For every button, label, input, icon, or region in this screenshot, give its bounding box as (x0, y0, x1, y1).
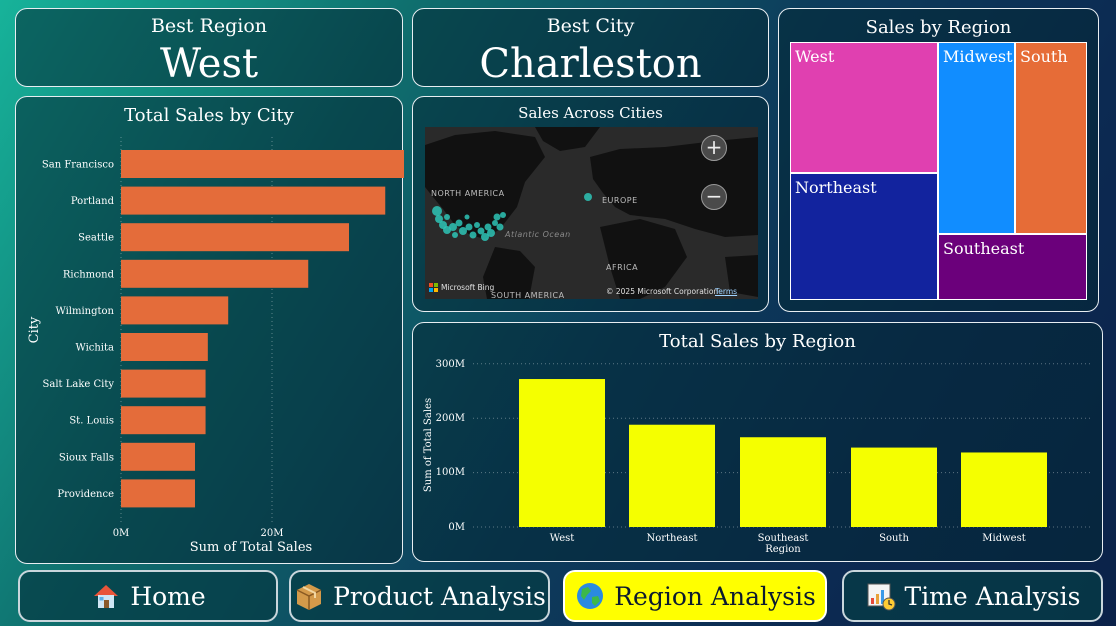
best-city-label: Best City (546, 15, 635, 37)
region-y-tick-2: 200M (436, 413, 465, 424)
region-tick-label-west: West (550, 533, 575, 544)
treemap-label-southeast: Southeast (943, 239, 1025, 258)
city-markers (432, 193, 592, 241)
city-bar-st-louis[interactable] (121, 406, 206, 435)
city-bar-san-francisco[interactable] (121, 150, 404, 178)
globe-icon (577, 583, 604, 609)
city-bar-providence[interactable] (121, 479, 195, 508)
best-city-card: Best City Charleston (412, 8, 769, 87)
total-sales-by-region-card: Total Sales by Region West Northeast South… (412, 322, 1103, 562)
map-canvas[interactable]: NORTH AMERICA EUROPE Atlantic Ocean AFRI… (425, 127, 758, 299)
nav-product-analysis-label: Product Analysis (333, 581, 546, 611)
sales-across-cities-map-card: Sales Across Cities NORTH AMERICA EUROPE… (412, 96, 769, 312)
map-bing-attribution: Microsoft Bing (429, 283, 494, 292)
sales-by-region-treemap-card: Sales by Region West Midwest South North… (778, 8, 1099, 312)
city-tick-label-sioux-falls: Sioux Falls (59, 452, 114, 463)
region-tick-label-south: South (879, 533, 909, 544)
city-tick-label-san-francisco: San Francisco (42, 160, 114, 171)
region-bar-west[interactable] (519, 379, 605, 527)
city-tick-label-st-louis: St. Louis (69, 416, 114, 427)
house-icon (94, 585, 119, 608)
total-sales-by-city-card: Total Sales by City San Francisco Portlan… (15, 96, 404, 564)
region-bar-south[interactable] (851, 447, 937, 527)
city-tick-label-richmond: Richmond (63, 269, 115, 280)
nav-home-button[interactable]: Home (18, 570, 278, 622)
treemap-label-west: West (795, 47, 835, 66)
map-terms-link[interactable]: Terms (715, 287, 738, 296)
city-tick-label-providence: Providence (57, 489, 114, 500)
city-tick-label-portland: Portland (71, 196, 115, 207)
region-bar-northeast[interactable] (629, 424, 715, 527)
best-region-value: West (159, 41, 259, 87)
map-zoom-in-button[interactable]: + (701, 135, 727, 161)
map-label-north-america: NORTH AMERICA (431, 189, 505, 198)
nav-product-analysis-button[interactable]: Product Analysis (289, 570, 550, 622)
treemap-title: Sales by Region (865, 17, 1012, 38)
nav-region-analysis-label: Region Analysis (614, 581, 816, 611)
world-landmass (425, 127, 758, 299)
treemap-cell-northeast[interactable]: Northeast (790, 173, 938, 300)
map-copyright: © 2025 Microsoft Corporation (606, 287, 719, 296)
treemap-cell-midwest[interactable]: Midwest (938, 42, 1015, 234)
treemap-cell-southeast[interactable]: Southeast (938, 234, 1087, 300)
region-x-axis-label: Region (765, 544, 801, 555)
city-tick-label-seattle: Seattle (78, 233, 114, 244)
region-tick-label-southeast: Southeast (758, 533, 809, 544)
region-y-tick-1: 100M (436, 467, 465, 478)
treemap-label-midwest: Midwest (943, 47, 1013, 66)
city-bar-seattle[interactable] (121, 223, 350, 252)
city-bar-richmond[interactable] (121, 259, 309, 288)
map-label-atlantic: Atlantic Ocean (505, 230, 571, 239)
treemap-label-south: South (1020, 47, 1068, 66)
region-y-tick-3: 300M (436, 359, 465, 370)
city-x-axis-label: Sum of Total Sales (190, 540, 312, 555)
city-y-axis-label: City (27, 316, 42, 343)
map-label-south-america: SOUTH AMERICA (491, 291, 565, 299)
best-region-card: Best Region West (15, 8, 403, 87)
region-bar-southeast[interactable] (740, 437, 826, 527)
nav-time-analysis-label: Time Analysis (904, 581, 1081, 611)
best-region-label: Best Region (150, 15, 268, 37)
city-tick-label-wichita: Wichita (75, 343, 114, 354)
city-tick-label-salt-lake-city: Salt Lake City (43, 379, 115, 390)
city-bar-wichita[interactable] (121, 333, 208, 361)
city-bar-portland[interactable] (121, 186, 386, 215)
city-bar-wilmington[interactable] (121, 296, 229, 325)
city-tick-label-wilmington: Wilmington (55, 306, 114, 317)
city-chart-title: Total Sales by City (124, 105, 294, 126)
map-title: Sales Across Cities (518, 104, 663, 122)
region-bar-chart: West Northeast Southeast South Midwest 0M 10… (423, 359, 1093, 555)
region-y-axis-label: Sum of Total Sales (423, 398, 434, 492)
region-chart-title: Total Sales by Region (659, 331, 856, 352)
map-zoom-out-button[interactable]: − (701, 184, 727, 210)
nav-region-analysis-button[interactable]: Region Analysis (563, 570, 827, 622)
region-y-tick-0: 0M (448, 522, 465, 533)
region-bar-midwest[interactable] (961, 452, 1047, 527)
treemap-label-northeast: Northeast (795, 178, 877, 197)
map-label-europe: EUROPE (602, 196, 638, 205)
best-city-value: Charleston (479, 41, 702, 87)
city-x-tick-1: 20M (261, 528, 284, 539)
microsoft-logo-icon (429, 283, 438, 292)
nav-time-analysis-button[interactable]: Time Analysis (842, 570, 1103, 622)
city-x-tick-0: 0M (113, 528, 130, 539)
treemap-cell-west[interactable]: West (790, 42, 938, 173)
region-tick-label-midwest: Midwest (982, 533, 1025, 544)
city-bar-chart: San Francisco Portland Seattle Richmond Wilm… (27, 137, 404, 555)
package-icon (296, 584, 322, 610)
chart-clock-icon (867, 583, 896, 611)
map-label-africa: AFRICA (606, 263, 639, 272)
bing-attribution-text: Microsoft Bing (441, 283, 495, 292)
nav-home-label: Home (130, 581, 206, 611)
region-tick-label-northeast: Northeast (646, 533, 697, 544)
city-bar-sioux-falls[interactable] (121, 442, 195, 471)
city-bar-salt-lake-city[interactable] (121, 369, 206, 398)
treemap-cell-south[interactable]: South (1015, 42, 1087, 234)
